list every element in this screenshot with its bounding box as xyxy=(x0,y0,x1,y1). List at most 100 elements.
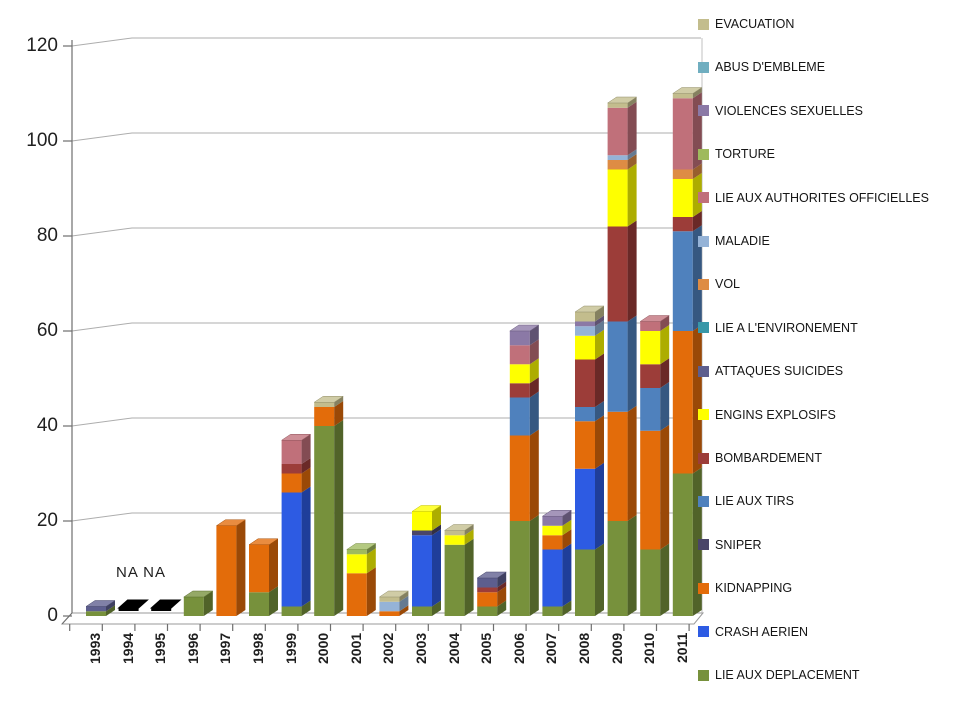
legend-item-attaques-suicides: ATTAQUES SUICIDES xyxy=(698,361,843,381)
bar-2009-segment-maladie xyxy=(607,155,628,160)
x-axis-label-1994: 1994 xyxy=(119,633,136,665)
bar-2007-side-lie-aux-deplacement xyxy=(562,600,572,616)
bar-2002-segment-maladie xyxy=(379,601,400,612)
gridline-60 xyxy=(71,322,701,332)
bar-2007-side-violences-sexuelles xyxy=(562,510,572,526)
bar-1996-segment-lie-aux-deplacement xyxy=(183,597,204,616)
bar-2004-segment-evacuation xyxy=(444,530,465,536)
legend-label-evacuation: EVACUATION xyxy=(715,17,795,31)
legend-swatch-abus-d-embleme xyxy=(698,61,709,73)
legend-swatch-lie-aux-tirs xyxy=(698,495,709,507)
bar-2006-segment-lie-aux-deplacement xyxy=(509,521,530,616)
bar-2006-segment-lie-aux-authorites-officielles xyxy=(509,345,530,365)
bar-2007-side-kidnapping xyxy=(562,529,572,550)
bar-2000-top-face xyxy=(313,396,345,403)
bar-1999-side-crash-aerien xyxy=(301,486,311,607)
legend-label-lie-aux-authorites-officielles: LIE AUX AUTHORITES OFFICIELLES xyxy=(715,190,929,205)
gridline-80 xyxy=(71,227,701,237)
bar-2005-side-lie-aux-deplacement xyxy=(497,600,507,616)
bar-2011-side-kidnapping xyxy=(692,325,702,474)
bar-1998-segment-lie-aux-deplacement xyxy=(249,592,269,616)
bar-2006-side-engins-explosifs xyxy=(529,358,539,384)
bar-2008-segment-bombardement xyxy=(575,359,595,407)
y-axis-label-40: 40 xyxy=(36,415,58,436)
bar-2008-side-violences-sexuelles xyxy=(595,315,604,327)
bar-2000-segment-lie-aux-deplacement xyxy=(314,426,335,616)
bar-2010-segment-bombardement xyxy=(640,364,661,388)
bar-2009-side-lie-aux-deplacement xyxy=(627,515,637,616)
bar-2008-side-lie-aux-deplacement xyxy=(595,543,604,616)
bar-2008-segment-violences-sexuelles xyxy=(575,321,595,327)
x-axis-label-1995: 1995 xyxy=(152,633,169,665)
x-axis-label-2009: 2009 xyxy=(608,633,625,665)
legend-label-crash-aerien: CRASH AERIEN xyxy=(715,624,809,639)
bar-2009-segment-engins-explosifs xyxy=(607,169,628,227)
bar-2005-side-attaques-suicides xyxy=(497,572,507,588)
bar-1993-side-attaques-suicides xyxy=(106,600,115,612)
bar-1999-segment-crash-aerien xyxy=(281,492,302,607)
bar-2006-segment-lie-aux-tirs xyxy=(509,397,530,436)
bar-2004-side-engins-explosifs xyxy=(464,529,474,545)
bar-2011-segment-bombardement xyxy=(672,217,693,232)
bar-2004-top-face xyxy=(443,524,475,531)
bar-2008-segment-lie-aux-deplacement xyxy=(575,549,595,616)
bar-2008-segment-lie-aux-tirs xyxy=(575,407,595,422)
gridline-100 xyxy=(71,132,701,142)
bar-2011-segment-lie-aux-tirs xyxy=(672,231,693,331)
legend-swatch-sniper xyxy=(698,539,709,551)
bar-2009-side-lie-aux-authorites-officielles xyxy=(627,101,637,156)
bar-2008-segment-engins-explosifs xyxy=(575,335,595,360)
legend-swatch-kidnapping xyxy=(698,582,709,594)
bar-2011-top-face xyxy=(671,87,703,94)
bar-2009-segment-bombardement xyxy=(607,226,628,322)
x-axis-label-1996: 1996 xyxy=(184,633,201,665)
bar-2010-side-lie-aux-authorites-officielles xyxy=(660,315,670,331)
bar-2009-side-vol xyxy=(627,154,637,170)
bar-2003-side-engins-explosifs xyxy=(432,505,441,531)
legend-item-lie-aux-tirs: LIE AUX TIRS xyxy=(698,491,794,511)
bar-2004-side-lie-aux-deplacement xyxy=(464,538,474,616)
bar-2010-side-kidnapping xyxy=(660,424,670,550)
x-axis-label-1993: 1993 xyxy=(87,633,103,665)
bar-2002-segment-kidnapping xyxy=(379,611,400,616)
bar-2007-side-engins-explosifs xyxy=(562,519,572,536)
legend-item-torture: TORTURE xyxy=(698,144,775,164)
bar-2008-segment-maladie xyxy=(575,326,595,336)
legend-swatch-maladie xyxy=(698,235,709,247)
y-axis-label-120: 120 xyxy=(26,35,58,56)
x-axis-label-2010: 2010 xyxy=(641,633,658,665)
bar-2001-segment-engins-explosifs xyxy=(346,554,367,574)
bar-2002-segment-evacuation xyxy=(379,597,400,602)
bar-2003-segment-sniper xyxy=(412,530,432,536)
legend-swatch-vol xyxy=(698,278,709,290)
na-marker-front-1994 xyxy=(118,608,139,611)
bar-2004-side-evacuation xyxy=(464,524,474,536)
legend-item-bombardement: BOMBARDEMENT xyxy=(698,448,822,468)
bar-2006-side-kidnapping xyxy=(529,429,539,521)
bar-2009-segment-vol xyxy=(607,160,628,170)
legend-label-torture: TORTURE xyxy=(715,147,775,162)
bar-2011-segment-lie-aux-authorites-officielles xyxy=(672,98,693,170)
bar-2007-segment-engins-explosifs xyxy=(542,525,563,536)
bar-2002-top-face xyxy=(378,590,410,598)
na-marker-1995 xyxy=(149,599,182,609)
x-axis-label-2004: 2004 xyxy=(445,633,462,665)
x-axis-label-2011: 2011 xyxy=(673,633,690,664)
legend-label-violences-sexuelles: VIOLENCES SEXUELLES xyxy=(715,103,863,118)
legend-swatch-violences-sexuelles xyxy=(698,105,709,117)
bar-2011-segment-evacuation xyxy=(672,93,693,99)
legend-label-maladie: MALADIE xyxy=(715,234,770,248)
bar-2011-segment-kidnapping xyxy=(672,331,693,474)
y-axis-label-100: 100 xyxy=(26,130,58,151)
legend-item-lie-a-l-environement: LIE A L'ENVIRONEMENT xyxy=(698,318,858,338)
bar-2009-segment-kidnapping xyxy=(607,411,628,521)
bar-2006-side-lie-aux-authorites-officielles xyxy=(529,339,539,365)
x-axis-label-1997: 1997 xyxy=(217,633,234,665)
bar-2001-top-face xyxy=(345,543,377,550)
bar-2010-side-bombardement xyxy=(660,358,670,388)
bar-1999-side-lie-aux-deplacement xyxy=(301,600,311,616)
legend-item-sniper: SNIPER xyxy=(698,535,762,555)
bar-1997-top-face xyxy=(215,519,247,526)
gridline-20 xyxy=(71,512,701,522)
bar-2009-side-evacuation xyxy=(627,97,637,108)
